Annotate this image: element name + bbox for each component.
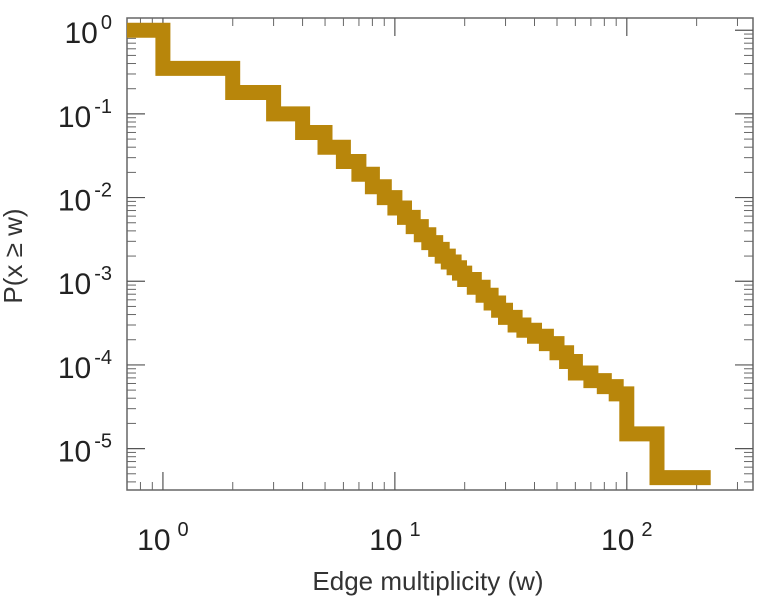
y-tick-label: 10 -3	[58, 263, 112, 301]
x-axis-title: Edge multiplicity (w)	[312, 566, 543, 596]
y-axis-title: P(x ≥ w)	[0, 208, 28, 303]
x-tick-label: 10 0	[137, 519, 189, 557]
y-tick-label: 10 -2	[58, 180, 112, 218]
series-line	[127, 22, 711, 486]
y-tick-label: 10 -1	[58, 96, 112, 134]
y-tick-label: 10 -5	[58, 431, 112, 469]
plot-frame	[126, 17, 754, 491]
x-tick-label: 10 2	[601, 519, 653, 557]
y-tick-label: 10 0	[65, 12, 113, 50]
minor-ticks	[126, 18, 753, 490]
x-tick-labels: 10 0 10 1 10 2	[137, 519, 652, 557]
y-tick-label: 10 -4	[58, 347, 112, 385]
x-tick-label: 10 1	[369, 519, 421, 557]
series-layer	[127, 22, 711, 486]
